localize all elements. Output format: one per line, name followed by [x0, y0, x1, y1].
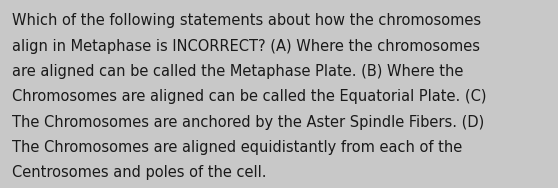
- Text: align in Metaphase is INCORRECT? (A) Where the chromosomes: align in Metaphase is INCORRECT? (A) Whe…: [12, 39, 480, 54]
- Text: Which of the following statements about how the chromosomes: Which of the following statements about …: [12, 13, 482, 28]
- Text: Centrosomes and poles of the cell.: Centrosomes and poles of the cell.: [12, 165, 267, 180]
- Text: Chromosomes are aligned can be called the Equatorial Plate. (C): Chromosomes are aligned can be called th…: [12, 89, 487, 104]
- Text: The Chromosomes are aligned equidistantly from each of the: The Chromosomes are aligned equidistantl…: [12, 140, 463, 155]
- Text: The Chromosomes are anchored by the Aster Spindle Fibers. (D): The Chromosomes are anchored by the Aste…: [12, 115, 484, 130]
- Text: are aligned can be called the Metaphase Plate. (B) Where the: are aligned can be called the Metaphase …: [12, 64, 464, 79]
